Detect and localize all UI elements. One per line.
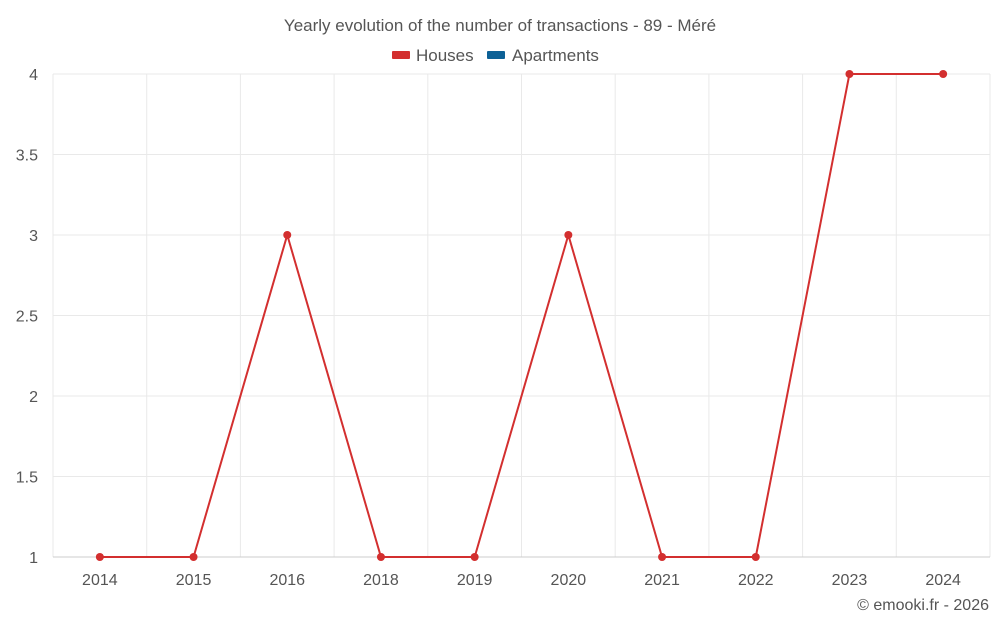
data-point[interactable]: [751, 553, 760, 561]
data-point[interactable]: [658, 553, 667, 561]
legend-item-apartments[interactable]: Apartments: [487, 46, 599, 65]
legend: Houses Apartments: [392, 46, 599, 65]
legend-item-houses[interactable]: Houses: [392, 46, 474, 65]
legend-swatch-houses: [392, 51, 410, 59]
x-axis: 2014 2015 2016 2018 2019 2020 2021 2022 2023 2024: [53, 556, 990, 589]
y-tick-label: 2.5: [16, 309, 38, 326]
legend-label-houses: Houses: [416, 46, 474, 65]
grid: [52, 73, 991, 558]
x-tick-label: 2019: [457, 572, 493, 589]
x-tick-label: 2014: [82, 572, 118, 589]
y-tick-label: 3.5: [16, 148, 38, 165]
x-tick-label: 2022: [738, 572, 774, 589]
x-tick-label: 2018: [363, 572, 399, 589]
y-axis: 1 1.5 2 2.5 3 3.5 4: [16, 67, 38, 567]
data-point[interactable]: [939, 70, 948, 78]
series-line: [99, 73, 944, 558]
y-tick-label: 1.5: [16, 470, 38, 487]
y-tick-label: 4: [29, 67, 38, 84]
legend-label-apartments: Apartments: [512, 46, 599, 65]
data-point[interactable]: [376, 553, 385, 561]
data-point[interactable]: [95, 553, 104, 561]
y-tick-label: 1: [29, 550, 38, 567]
data-point[interactable]: [283, 231, 292, 239]
chart-title: Yearly evolution of the number of transa…: [284, 16, 716, 35]
x-tick-label: 2023: [832, 572, 868, 589]
data-point[interactable]: [564, 231, 573, 239]
data-point[interactable]: [189, 553, 198, 561]
x-tick-label: 2016: [269, 572, 305, 589]
y-tick-label: 2: [29, 389, 38, 406]
y-tick-label: 3: [29, 228, 38, 245]
legend-swatch-apartments: [487, 51, 505, 59]
data-point[interactable]: [470, 553, 479, 561]
x-tick-label: 2021: [644, 572, 680, 589]
credit-text: © emooki.fr - 2026: [857, 597, 989, 614]
x-tick-label: 2015: [176, 572, 212, 589]
x-tick-label: 2024: [925, 572, 961, 589]
series-houses: [95, 70, 948, 561]
data-point[interactable]: [845, 70, 854, 78]
x-tick-label: 2020: [551, 572, 587, 589]
